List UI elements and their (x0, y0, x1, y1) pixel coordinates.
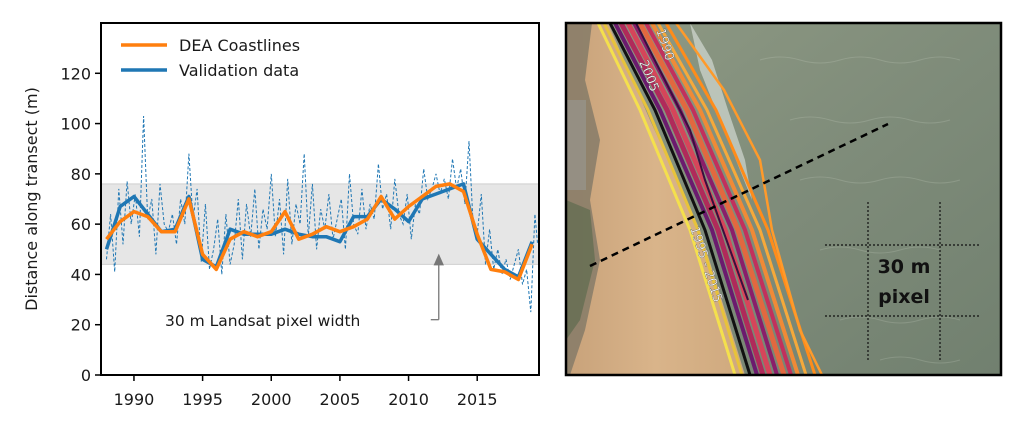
y-tick-label: 100 (60, 115, 91, 134)
legend-label-dea: DEA Coastlines (179, 36, 300, 55)
y-tick-label: 40 (71, 265, 91, 284)
aerial-image-panel: 1990 2005 1995 - 2015 30 m pixel (564, 21, 1003, 377)
x-tick-label: 1990 (114, 390, 155, 409)
x-tick-label: 2015 (457, 390, 498, 409)
beach-sand (566, 23, 745, 375)
plot-frame (100, 22, 540, 376)
y-axis: 0 20 40 60 80 100 120 (60, 64, 101, 385)
pixel-grid (825, 202, 980, 360)
y-tick-label: 0 (81, 366, 91, 385)
pixel-label-line1: 30 m (878, 256, 931, 278)
x-tick-label: 2005 (320, 390, 361, 409)
pixel-label-line2: pixel (878, 286, 930, 308)
x-axis: 1990 1995 2000 2005 2010 2015 (114, 375, 498, 409)
y-tick-label: 60 (71, 215, 91, 234)
wave-texture (759, 56, 961, 364)
y-tick-label: 80 (71, 165, 91, 184)
x-tick-label: 2000 (251, 390, 292, 409)
image-frame (564, 21, 1003, 377)
time-series-chart: 0 20 40 60 80 100 120 1990 1995 2000 2005 2010 2015… (22, 22, 540, 409)
series-dea-coastlines (105, 182, 534, 282)
annotation-text: 30 m Landsat pixel width (165, 312, 360, 330)
y-tick-label: 120 (60, 64, 91, 83)
series-layer (104, 115, 539, 313)
annual-shorelines (596, 23, 824, 375)
legend: DEA Coastlines Validation data (121, 36, 300, 80)
x-tick-label: 2010 (388, 390, 429, 409)
x-tick-label: 1995 (182, 390, 223, 409)
legend-label-validation: Validation data (179, 61, 299, 80)
y-tick-label: 20 (71, 316, 91, 335)
y-axis-label: Distance along transect (m) (22, 87, 41, 311)
